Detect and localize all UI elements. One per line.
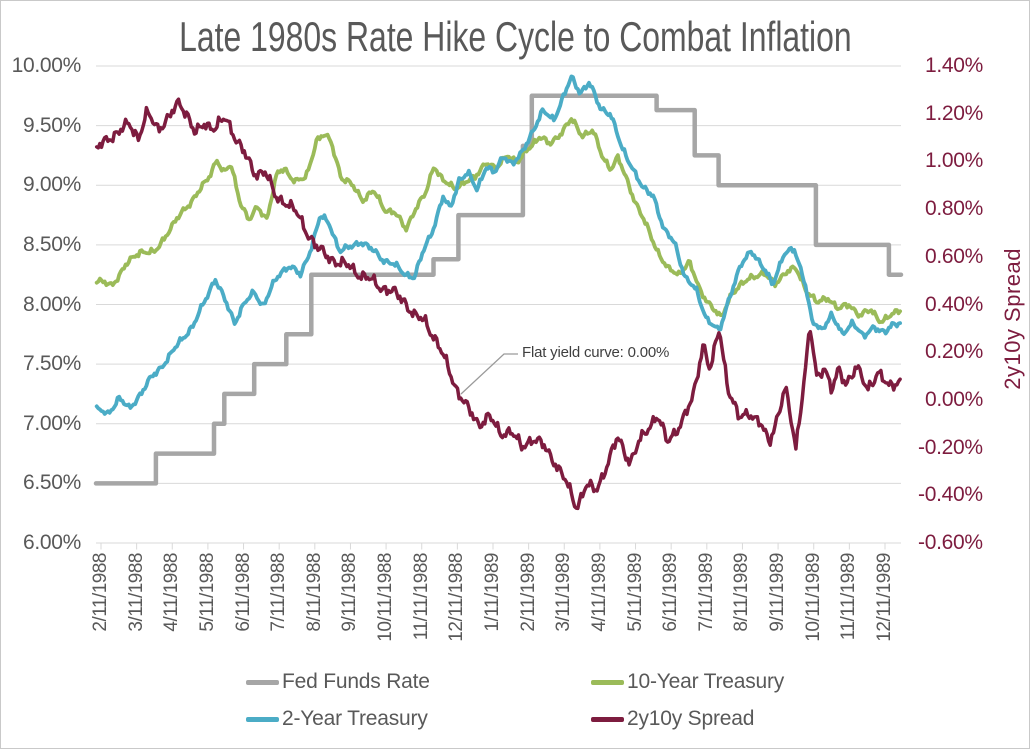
legend-label: Fed Funds Rate <box>282 670 430 693</box>
right-axis-label: 0.80% <box>925 197 984 221</box>
x-axis-label: 7/11/1988 <box>268 553 290 632</box>
x-axis-label: 12/11/1988 <box>446 553 468 642</box>
right-axis-label: 0.20% <box>925 340 984 364</box>
left-axis-label: 6.50% <box>22 471 81 495</box>
x-axis-label: 9/11/1988 <box>339 553 361 632</box>
x-axis-label: 12/11/1989 <box>873 553 895 642</box>
left-axis-label: 10.00% <box>11 54 82 77</box>
x-axis-label: 3/11/1988 <box>125 553 147 632</box>
left-axis-label: 6.00% <box>22 531 81 554</box>
legend-item-fed-funds-rate: Fed Funds Rate <box>246 670 430 694</box>
right-axis-label: 0.60% <box>925 244 984 268</box>
left-axis-label: 8.50% <box>22 232 81 256</box>
legend-label: 10-Year Treasury <box>627 670 785 693</box>
x-axis-label: 2/11/1988 <box>90 553 111 632</box>
left-axis-label: 7.00% <box>22 411 81 435</box>
left-axis-label: 9.50% <box>22 113 81 137</box>
right-axis-label: 1.00% <box>925 149 984 173</box>
legend-item-2-year-treasury: 2-Year Treasury <box>246 707 428 731</box>
x-axis-label: 6/11/1989 <box>660 553 682 632</box>
x-axis-label: 3/11/1989 <box>553 553 575 632</box>
legend-label: 2-Year Treasury <box>282 707 428 730</box>
annotation-flat-yield-curve: Flat yield curve: 0.00% <box>522 344 670 361</box>
x-axis-label: 4/11/1989 <box>588 553 610 632</box>
x-axis-label: 11/11/1988 <box>410 553 432 641</box>
right-axis-label: 1.40% <box>925 54 984 77</box>
right-axis-label: 1.20% <box>925 101 984 125</box>
legend-item-10-year-treasury: 10-Year Treasury <box>591 670 784 694</box>
x-axis-label: 9/11/1989 <box>767 553 789 632</box>
x-axis-label: 8/11/1988 <box>303 553 325 632</box>
legend-label: 2y10y Spread <box>627 707 755 730</box>
right-axis-label: -0.40% <box>918 483 983 507</box>
x-axis-label: 7/11/1989 <box>695 553 717 632</box>
x-axis-label: 5/11/1988 <box>196 553 218 632</box>
x-axis-label: 10/11/1988 <box>375 553 397 642</box>
right-axis-label: 0.40% <box>925 292 984 316</box>
left-axis-label: 7.50% <box>22 352 81 376</box>
x-axis-label: 8/11/1989 <box>731 553 753 632</box>
right-axis-label: -0.60% <box>918 531 983 554</box>
series-line-2-year-treasury <box>94 74 902 416</box>
x-axis-label: 4/11/1988 <box>161 553 183 632</box>
chart-title: Late 1980s Rate Hike Cycle to Combat Inf… <box>1 13 1029 61</box>
legend-swatch <box>591 716 624 722</box>
x-axis-label: 2/11/1989 <box>517 553 539 632</box>
legend-item-2y10y-spread: 2y10y Spread <box>591 707 754 731</box>
right-axis-title: 2y10y Spread <box>1000 248 1025 390</box>
chart-title-text: Late 1980s Rate Hike Cycle to Combat Inf… <box>178 13 852 60</box>
x-axis-label: 6/11/1988 <box>232 553 254 632</box>
right-axis-label: 0.00% <box>925 387 984 411</box>
x-axis-label: 11/11/1989 <box>838 553 860 641</box>
x-axis-label: 1/11/1989 <box>481 553 503 632</box>
x-axis-label: 5/11/1989 <box>624 553 646 632</box>
left-axis-label: 9.00% <box>22 173 81 197</box>
series-line-2y10y-spread <box>94 97 902 511</box>
annotation-leader-line <box>460 353 518 395</box>
legend-swatch <box>246 679 279 685</box>
left-axis-label: 8.00% <box>22 292 81 316</box>
right-axis-label: -0.20% <box>918 435 983 459</box>
legend-swatch <box>246 716 279 722</box>
series-line-10-year-treasury <box>94 117 902 325</box>
x-axis-label: 10/11/1989 <box>802 553 824 642</box>
series-line-fed-funds-rate <box>93 93 904 486</box>
legend-swatch <box>591 679 624 685</box>
